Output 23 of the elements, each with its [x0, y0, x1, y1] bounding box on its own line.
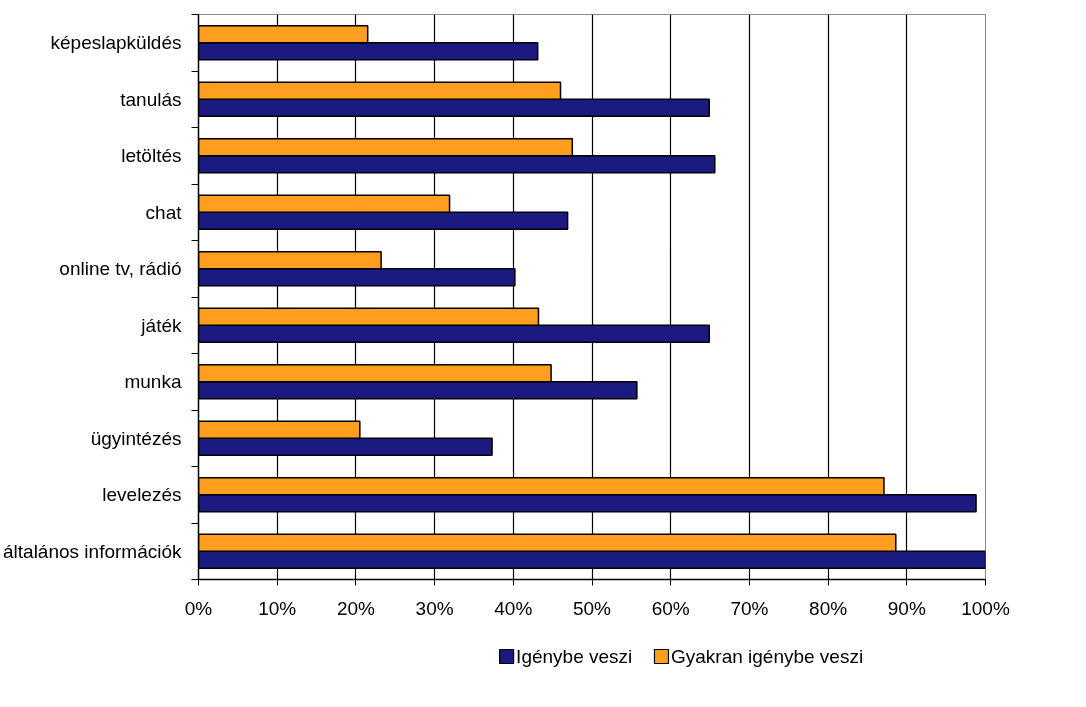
y-tick-label: munka	[124, 371, 182, 393]
x-tick-label: 20%	[336, 597, 376, 619]
x-tick-label: 0%	[184, 597, 213, 619]
y-tick-label: játék	[140, 314, 182, 336]
x-tick-label: 70%	[730, 597, 769, 619]
y-tick-label: képeslapküldés	[50, 32, 182, 54]
x-tick-label: 10%	[258, 597, 297, 619]
x-tick-label: 30%	[415, 597, 454, 619]
legend-label: Gyakran igénybe veszi	[670, 646, 864, 667]
y-tick-label: online tv, rádió	[59, 258, 182, 280]
x-tick-label: 50%	[572, 597, 612, 619]
y-tick-label: letöltés	[121, 145, 182, 167]
x-tick-label: 90%	[887, 597, 926, 619]
x-tick-label: 100%	[961, 597, 1010, 619]
x-tick-label: 80%	[809, 597, 848, 619]
x-tick-label: 40%	[494, 597, 533, 619]
y-tick-label: tanulás	[120, 88, 182, 110]
y-tick-label: levelezés	[102, 484, 182, 506]
x-tick-label: 60%	[651, 597, 690, 619]
y-tick-label: általános információk	[3, 540, 182, 562]
legend-label: Igénybe veszi	[516, 646, 633, 667]
y-tick-label: chat	[145, 201, 183, 223]
y-tick-label: ügyintézés	[90, 427, 182, 449]
